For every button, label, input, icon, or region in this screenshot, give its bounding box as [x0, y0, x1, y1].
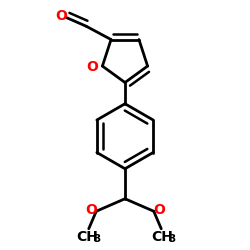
Text: O: O [55, 9, 67, 23]
Text: 3: 3 [168, 234, 175, 244]
Text: 3: 3 [93, 234, 100, 244]
Text: O: O [85, 204, 97, 218]
Text: CH: CH [152, 230, 174, 244]
Text: O: O [86, 60, 98, 74]
Text: CH: CH [76, 230, 98, 244]
Text: O: O [153, 204, 165, 218]
